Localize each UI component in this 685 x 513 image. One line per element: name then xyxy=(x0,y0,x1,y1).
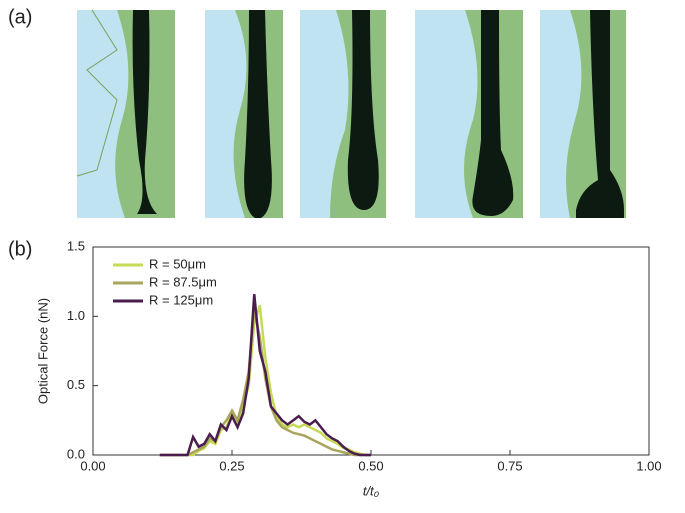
frame xyxy=(300,10,386,218)
legend-label: R = 87.5μm xyxy=(149,274,217,289)
legend-label: R = 50μm xyxy=(149,256,206,271)
x-tick-label: 0.75 xyxy=(497,458,522,473)
y-tick-label: 0.0 xyxy=(67,446,85,461)
x-tick-label: 0.25 xyxy=(219,458,244,473)
y-axis-label: Optical Force (nN) xyxy=(35,298,50,404)
frame xyxy=(205,10,283,218)
panel-label: (b) xyxy=(8,238,32,260)
y-tick-label: 1.5 xyxy=(67,238,85,253)
panel-label: (a) xyxy=(8,6,32,28)
frame xyxy=(76,9,175,218)
x-tick-label: 1.00 xyxy=(636,458,661,473)
frame xyxy=(415,10,523,218)
legend-label: R = 125μm xyxy=(149,292,213,307)
series-line xyxy=(159,294,371,457)
y-tick-label: 0.5 xyxy=(67,377,85,392)
micrographs xyxy=(76,9,626,218)
x-axis-label: t/t₀ xyxy=(363,483,380,498)
series-line xyxy=(159,304,371,457)
series-line xyxy=(159,309,371,457)
x-tick-label: 0.50 xyxy=(358,458,383,473)
frame xyxy=(540,10,626,218)
y-tick-label: 1.0 xyxy=(67,308,85,323)
x-tick-label: 0.00 xyxy=(80,458,105,473)
